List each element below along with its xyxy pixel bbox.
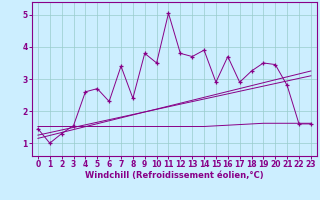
X-axis label: Windchill (Refroidissement éolien,°C): Windchill (Refroidissement éolien,°C)	[85, 171, 264, 180]
